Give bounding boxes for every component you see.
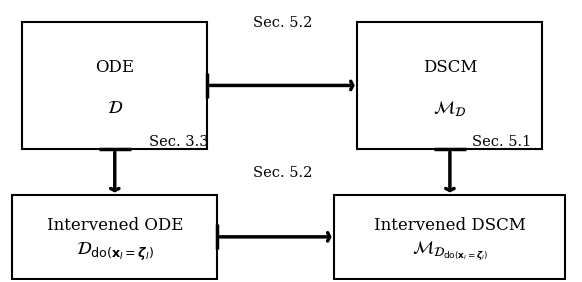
Text: Intervened ODE: Intervened ODE xyxy=(47,217,183,234)
Text: Sec. 3.3: Sec. 3.3 xyxy=(148,135,208,149)
Text: $\mathcal{D}_{\mathrm{do}(\mathbf{x}_{I}=\boldsymbol{\zeta}_{I})}$: $\mathcal{D}_{\mathrm{do}(\mathbf{x}_{I}… xyxy=(76,241,154,263)
Text: ODE: ODE xyxy=(95,59,134,76)
Text: $\mathcal{M}_{\mathcal{D}_{\mathrm{do}(\mathbf{x}_{I}=\boldsymbol{\zeta}_{I})}}$: $\mathcal{M}_{\mathcal{D}_{\mathrm{do}(\… xyxy=(411,240,488,263)
Text: Sec. 5.2: Sec. 5.2 xyxy=(253,166,312,180)
Text: Sec. 5.2: Sec. 5.2 xyxy=(253,16,312,30)
Bar xyxy=(22,21,207,149)
Bar xyxy=(357,21,542,149)
Text: $\mathcal{M}_{\mathcal{D}}$: $\mathcal{M}_{\mathcal{D}}$ xyxy=(434,99,467,118)
Bar xyxy=(12,195,217,279)
Bar xyxy=(334,195,566,279)
Text: Intervened DSCM: Intervened DSCM xyxy=(374,217,526,234)
Text: Sec. 5.1: Sec. 5.1 xyxy=(472,135,531,149)
Text: $\mathcal{D}$: $\mathcal{D}$ xyxy=(107,100,123,117)
Text: DSCM: DSCM xyxy=(423,59,477,76)
